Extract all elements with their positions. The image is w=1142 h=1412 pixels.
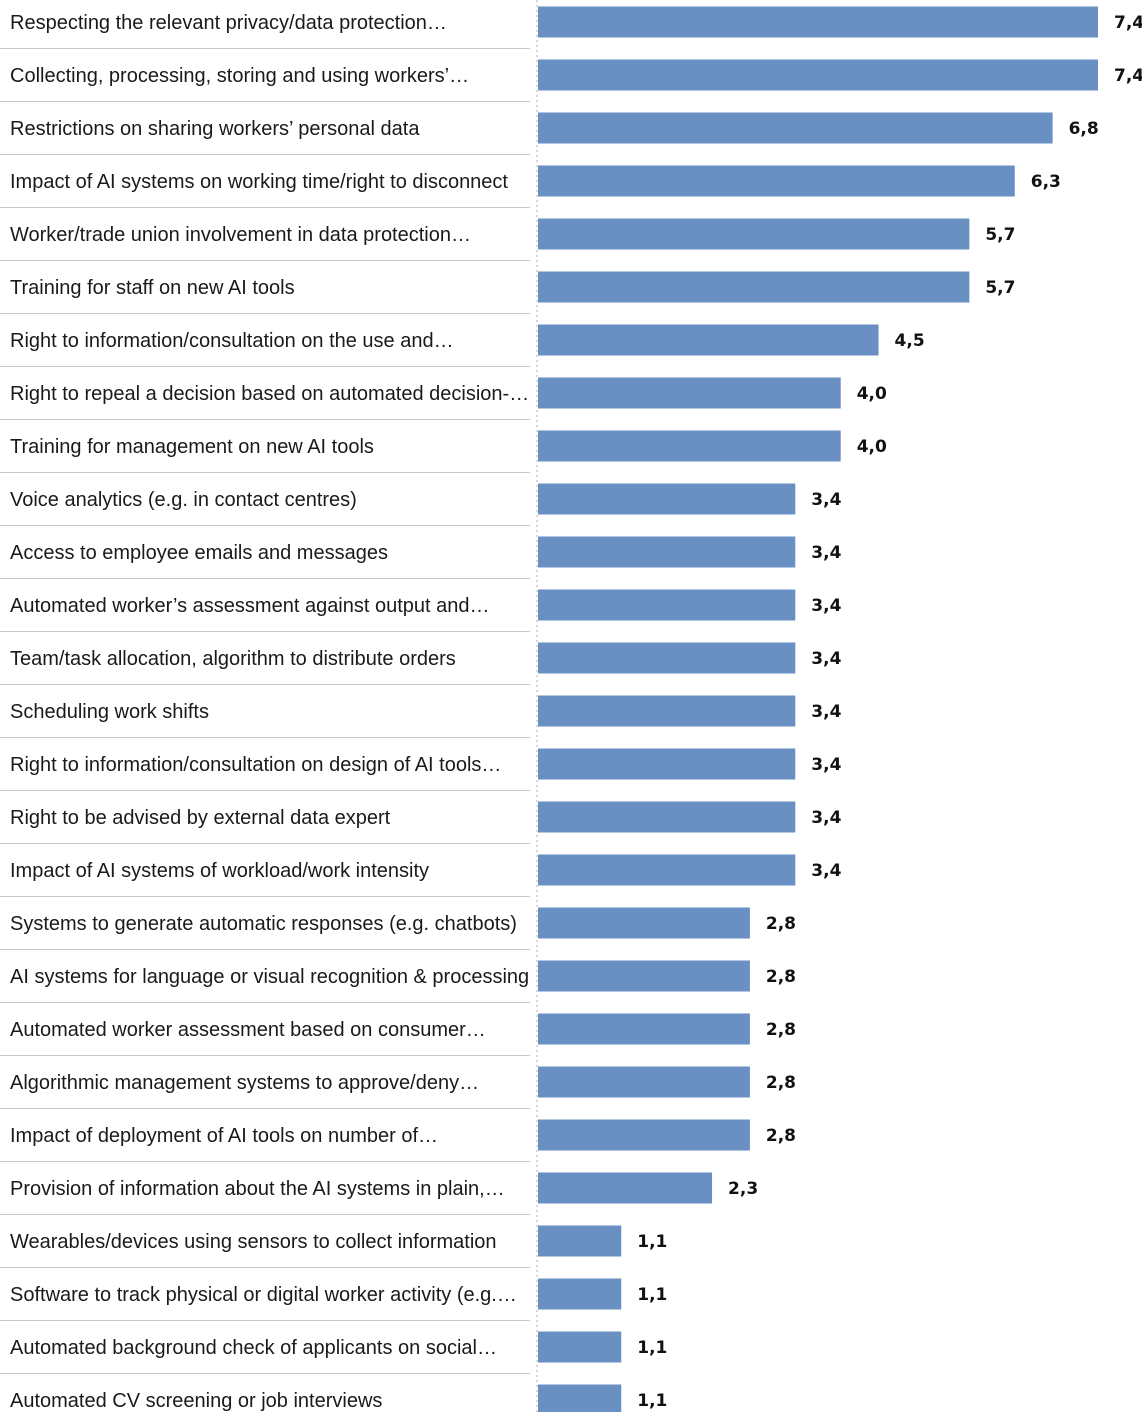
- value-label: 4,5: [895, 331, 925, 351]
- value-label: 1,1: [637, 1232, 667, 1252]
- value-label: 2,8: [766, 967, 796, 987]
- category-labels: Respecting the relevant privacy/data pro…: [10, 12, 529, 1412]
- category-label: Collecting, processing, storing and usin…: [10, 65, 469, 87]
- bar: [538, 1066, 750, 1098]
- category-label: Voice analytics (e.g. in contact centres…: [10, 489, 357, 511]
- bar: [538, 6, 1098, 38]
- category-label: Automated background check of applicants…: [10, 1337, 497, 1359]
- value-label: 2,8: [766, 1073, 796, 1093]
- value-label: 3,4: [811, 649, 841, 669]
- bars: [538, 6, 1098, 1412]
- value-label: 3,4: [811, 543, 841, 563]
- category-label: Systems to generate automatic responses …: [10, 913, 517, 935]
- bar: [538, 1225, 622, 1257]
- category-label: Restrictions on sharing workers’ persona…: [10, 118, 420, 140]
- bar: [538, 430, 841, 462]
- value-label: 6,8: [1069, 119, 1099, 139]
- category-label: Impact of AI systems of workload/work in…: [10, 860, 429, 882]
- row-separators: [0, 48, 530, 1374]
- category-label: Impact of AI systems on working time/rig…: [10, 171, 508, 193]
- category-label: Training for management on new AI tools: [10, 436, 374, 458]
- value-label: 3,4: [811, 490, 841, 510]
- value-label: 1,1: [637, 1391, 667, 1411]
- bar: [538, 642, 796, 674]
- bar: [538, 1013, 750, 1045]
- bar: [538, 695, 796, 727]
- category-label: Team/task allocation, algorithm to distr…: [10, 648, 456, 670]
- category-label: Algorithmic management systems to approv…: [10, 1072, 479, 1094]
- value-label: 2,8: [766, 1020, 796, 1040]
- bar: [538, 377, 841, 409]
- bar: [538, 59, 1098, 91]
- category-label: Respecting the relevant privacy/data pro…: [10, 12, 447, 34]
- category-label: Automated worker assessment based on con…: [10, 1019, 486, 1041]
- bar: [538, 1384, 622, 1412]
- category-label: Right to repeal a decision based on auto…: [10, 383, 529, 405]
- value-label: 3,4: [811, 702, 841, 722]
- value-label: 1,1: [637, 1338, 667, 1358]
- category-label: Right to information/consultation on des…: [10, 754, 501, 776]
- category-label: Wearables/devices using sensors to colle…: [10, 1231, 497, 1253]
- value-label: 7,4: [1114, 66, 1142, 86]
- value-label: 3,4: [811, 861, 841, 881]
- bar: [538, 112, 1053, 144]
- bar: [538, 960, 750, 992]
- value-label: 2,8: [766, 1126, 796, 1146]
- bar: [538, 801, 796, 833]
- value-labels: 7,4 7,4 6,8 6,3 5,7 5,7 4,5 4,0 4,0 3,4 3,4 3,4 3,4 3…: [637, 13, 1142, 1411]
- category-label: AI systems for language or visual recogn…: [10, 966, 529, 988]
- bar: [538, 324, 879, 356]
- bar: [538, 165, 1015, 197]
- bar: [538, 483, 796, 515]
- category-label: Provision of information about the AI sy…: [10, 1178, 505, 1200]
- bar: [538, 1331, 622, 1363]
- category-label: Automated worker’s assessment against ou…: [10, 595, 490, 617]
- category-label: Automated CV screening or job interviews: [10, 1390, 382, 1412]
- value-label: 3,4: [811, 755, 841, 775]
- value-label: 1,1: [637, 1285, 667, 1305]
- bar: [538, 1172, 713, 1204]
- value-label: 4,0: [857, 384, 887, 404]
- value-label: 5,7: [985, 225, 1015, 245]
- category-label: Impact of deployment of AI tools on numb…: [10, 1125, 438, 1147]
- category-label: Access to employee emails and messages: [10, 542, 388, 564]
- bar: [538, 589, 796, 621]
- bar: [538, 1278, 622, 1310]
- value-label: 2,8: [766, 914, 796, 934]
- bar: [538, 536, 796, 568]
- category-label: Worker/trade union involvement in data p…: [10, 224, 471, 246]
- category-label: Right to be advised by external data exp…: [10, 807, 391, 829]
- value-label: 4,0: [857, 437, 887, 457]
- bar: [538, 854, 796, 886]
- value-label: 6,3: [1031, 172, 1061, 192]
- value-label: 2,3: [728, 1179, 758, 1199]
- bar: [538, 271, 970, 303]
- bar: [538, 748, 796, 780]
- category-label: Scheduling work shifts: [10, 701, 209, 723]
- bar: [538, 907, 750, 939]
- value-label: 3,4: [811, 596, 841, 616]
- category-label: Software to track physical or digital wo…: [10, 1284, 517, 1306]
- category-label: Training for staff on new AI tools: [10, 277, 295, 299]
- value-label: 7,4: [1114, 13, 1142, 33]
- value-label: 3,4: [811, 808, 841, 828]
- value-label: 5,7: [985, 278, 1015, 298]
- category-label: Right to information/consultation on the…: [10, 330, 454, 352]
- bar: [538, 1119, 750, 1151]
- bar: [538, 218, 970, 250]
